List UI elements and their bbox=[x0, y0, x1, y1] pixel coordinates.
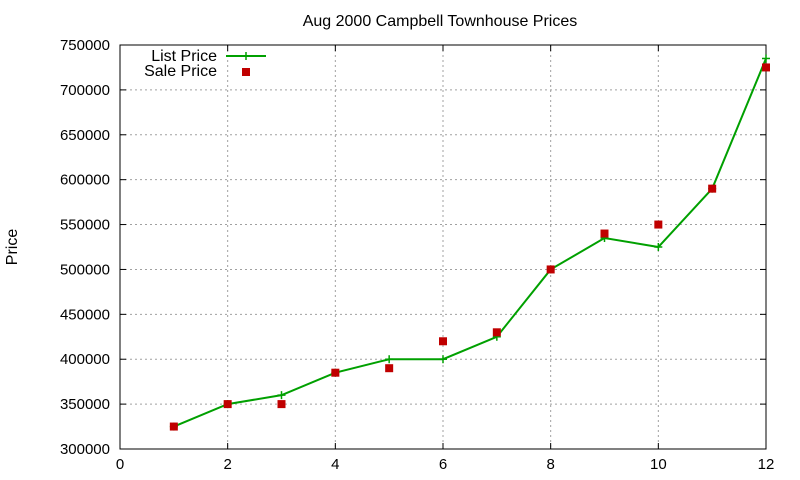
sale-price-point bbox=[762, 63, 770, 72]
y-axis-label: Price bbox=[4, 229, 21, 266]
y-tick-label: 650000 bbox=[60, 127, 110, 144]
sale-price-point bbox=[492, 328, 501, 337]
grid-lines bbox=[120, 45, 766, 449]
chart-title: Aug 2000 Campbell Townhouse Prices bbox=[303, 13, 578, 30]
list-price-point bbox=[762, 54, 770, 63]
y-tick-label: 500000 bbox=[60, 261, 110, 278]
list-price-point bbox=[277, 391, 286, 400]
list-price-point bbox=[654, 243, 663, 251]
y-tick-label: 400000 bbox=[60, 351, 110, 368]
x-tick-label: 8 bbox=[546, 456, 554, 473]
x-tick-label: 12 bbox=[758, 456, 775, 473]
x-tick-label: 6 bbox=[439, 456, 447, 473]
y-tick-label: 550000 bbox=[60, 217, 110, 234]
y-tick-label: 350000 bbox=[60, 396, 110, 413]
sale-price-point bbox=[223, 400, 232, 409]
x-tick-label: 4 bbox=[331, 456, 339, 473]
y-tick-label: 450000 bbox=[60, 306, 110, 323]
list-price-line bbox=[173, 58, 767, 428]
sale-price-point bbox=[708, 184, 717, 193]
legend-label-list-price: List Price bbox=[151, 48, 217, 65]
y-tick-label: 700000 bbox=[60, 82, 110, 99]
sale-price-point bbox=[546, 265, 555, 274]
x-tick-label: 0 bbox=[116, 456, 124, 473]
sale-price-point bbox=[654, 220, 663, 229]
sale-price-point bbox=[331, 368, 340, 377]
sale-price-point bbox=[169, 422, 178, 431]
y-tick-label: 750000 bbox=[60, 37, 110, 54]
y-tick-label: 300000 bbox=[60, 441, 110, 458]
list-price-point bbox=[385, 355, 394, 364]
x-tick-label: 10 bbox=[650, 456, 667, 473]
sale-price-point bbox=[385, 364, 394, 373]
sale-price-point bbox=[600, 229, 609, 238]
x-tick-label: 2 bbox=[223, 456, 231, 473]
sale-price-point bbox=[277, 400, 286, 409]
y-tick-label: 600000 bbox=[60, 172, 110, 189]
sale-price-point bbox=[439, 337, 447, 346]
tick-labels: 0 2 4 6 8 10 12 300000 350000 400000 450000 500000 5… bbox=[60, 37, 774, 473]
axes bbox=[119, 44, 767, 450]
list-price-point bbox=[439, 355, 447, 364]
legend-square-sale-price bbox=[242, 68, 250, 76]
series-layer bbox=[169, 54, 770, 431]
legend-label-sale-price: Sale Price bbox=[144, 63, 217, 80]
